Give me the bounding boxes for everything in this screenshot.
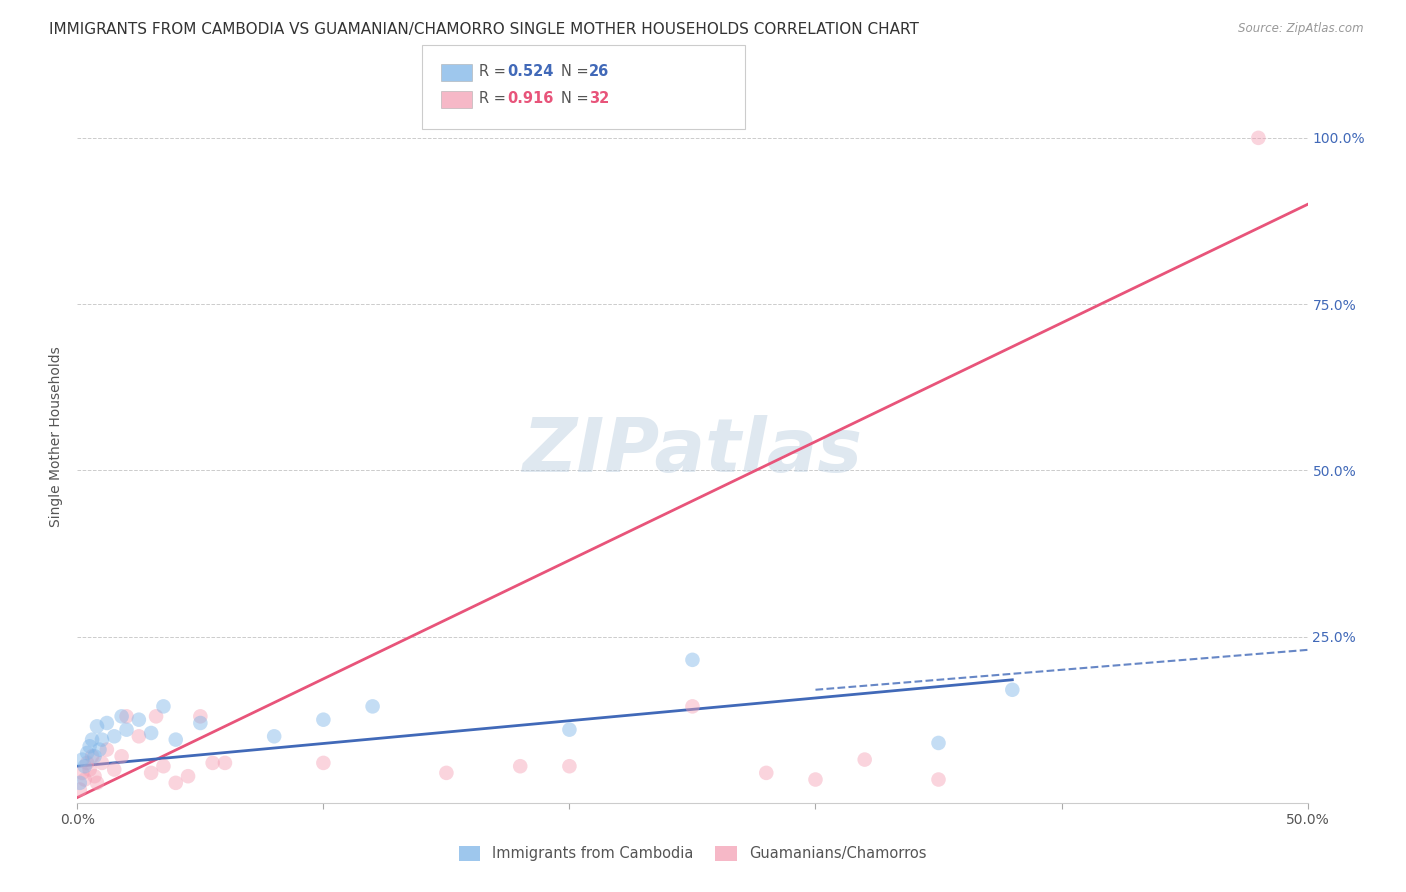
Point — [214, 756, 236, 770]
Text: 32: 32 — [589, 91, 609, 105]
Y-axis label: Single Mother Households: Single Mother Households — [49, 347, 63, 527]
Point — [111, 709, 132, 723]
Point — [69, 776, 91, 790]
Point — [115, 709, 138, 723]
Point — [83, 769, 105, 783]
Point — [141, 726, 163, 740]
Text: R =: R = — [479, 91, 510, 105]
Point — [145, 709, 167, 723]
Point — [96, 716, 118, 731]
Point — [103, 763, 125, 777]
Point — [177, 769, 200, 783]
Point — [73, 772, 96, 787]
Point — [1247, 131, 1270, 145]
Point — [188, 716, 212, 731]
Point — [755, 765, 778, 780]
Text: 26: 26 — [589, 64, 609, 78]
Text: 0.524: 0.524 — [508, 64, 554, 78]
Point — [558, 723, 581, 737]
Point — [853, 753, 876, 767]
Point — [76, 756, 98, 770]
Point — [436, 765, 458, 780]
Point — [188, 709, 212, 723]
Point — [152, 699, 174, 714]
Point — [76, 746, 98, 760]
Text: N =: N = — [561, 64, 593, 78]
Point — [682, 699, 704, 714]
Point — [90, 732, 114, 747]
Point — [83, 749, 105, 764]
Point — [361, 699, 384, 714]
Text: ZIPatlas: ZIPatlas — [523, 415, 862, 488]
Point — [165, 732, 187, 747]
Text: IMMIGRANTS FROM CAMBODIA VS GUAMANIAN/CHAMORRO SINGLE MOTHER HOUSEHOLDS CORRELAT: IMMIGRANTS FROM CAMBODIA VS GUAMANIAN/CH… — [49, 22, 920, 37]
Point — [82, 749, 104, 764]
Point — [263, 729, 285, 743]
Text: 0.916: 0.916 — [508, 91, 554, 105]
Point — [1001, 682, 1024, 697]
Point — [558, 759, 581, 773]
Point — [682, 653, 704, 667]
Point — [89, 742, 111, 756]
Point — [73, 759, 96, 773]
Text: N =: N = — [561, 91, 593, 105]
Point — [128, 729, 150, 743]
Point — [82, 732, 104, 747]
Point — [69, 782, 91, 797]
Point — [79, 739, 101, 754]
Point — [152, 759, 174, 773]
Point — [90, 756, 114, 770]
Point — [115, 723, 138, 737]
Point — [312, 756, 335, 770]
Legend: Immigrants from Cambodia, Guamanians/Chamorros: Immigrants from Cambodia, Guamanians/Cha… — [451, 838, 934, 869]
Point — [804, 772, 827, 787]
Point — [928, 772, 950, 787]
Point — [928, 736, 950, 750]
Point — [128, 713, 150, 727]
Point — [70, 765, 93, 780]
Point — [86, 719, 108, 733]
Text: Source: ZipAtlas.com: Source: ZipAtlas.com — [1239, 22, 1364, 36]
Point — [96, 742, 118, 756]
Point — [79, 763, 101, 777]
Point — [312, 713, 335, 727]
Point — [103, 729, 125, 743]
Point — [111, 749, 132, 764]
Point — [141, 765, 163, 780]
Text: R =: R = — [479, 64, 510, 78]
Point — [70, 753, 93, 767]
Point — [165, 776, 187, 790]
Point — [201, 756, 224, 770]
Point — [509, 759, 531, 773]
Point — [86, 776, 108, 790]
